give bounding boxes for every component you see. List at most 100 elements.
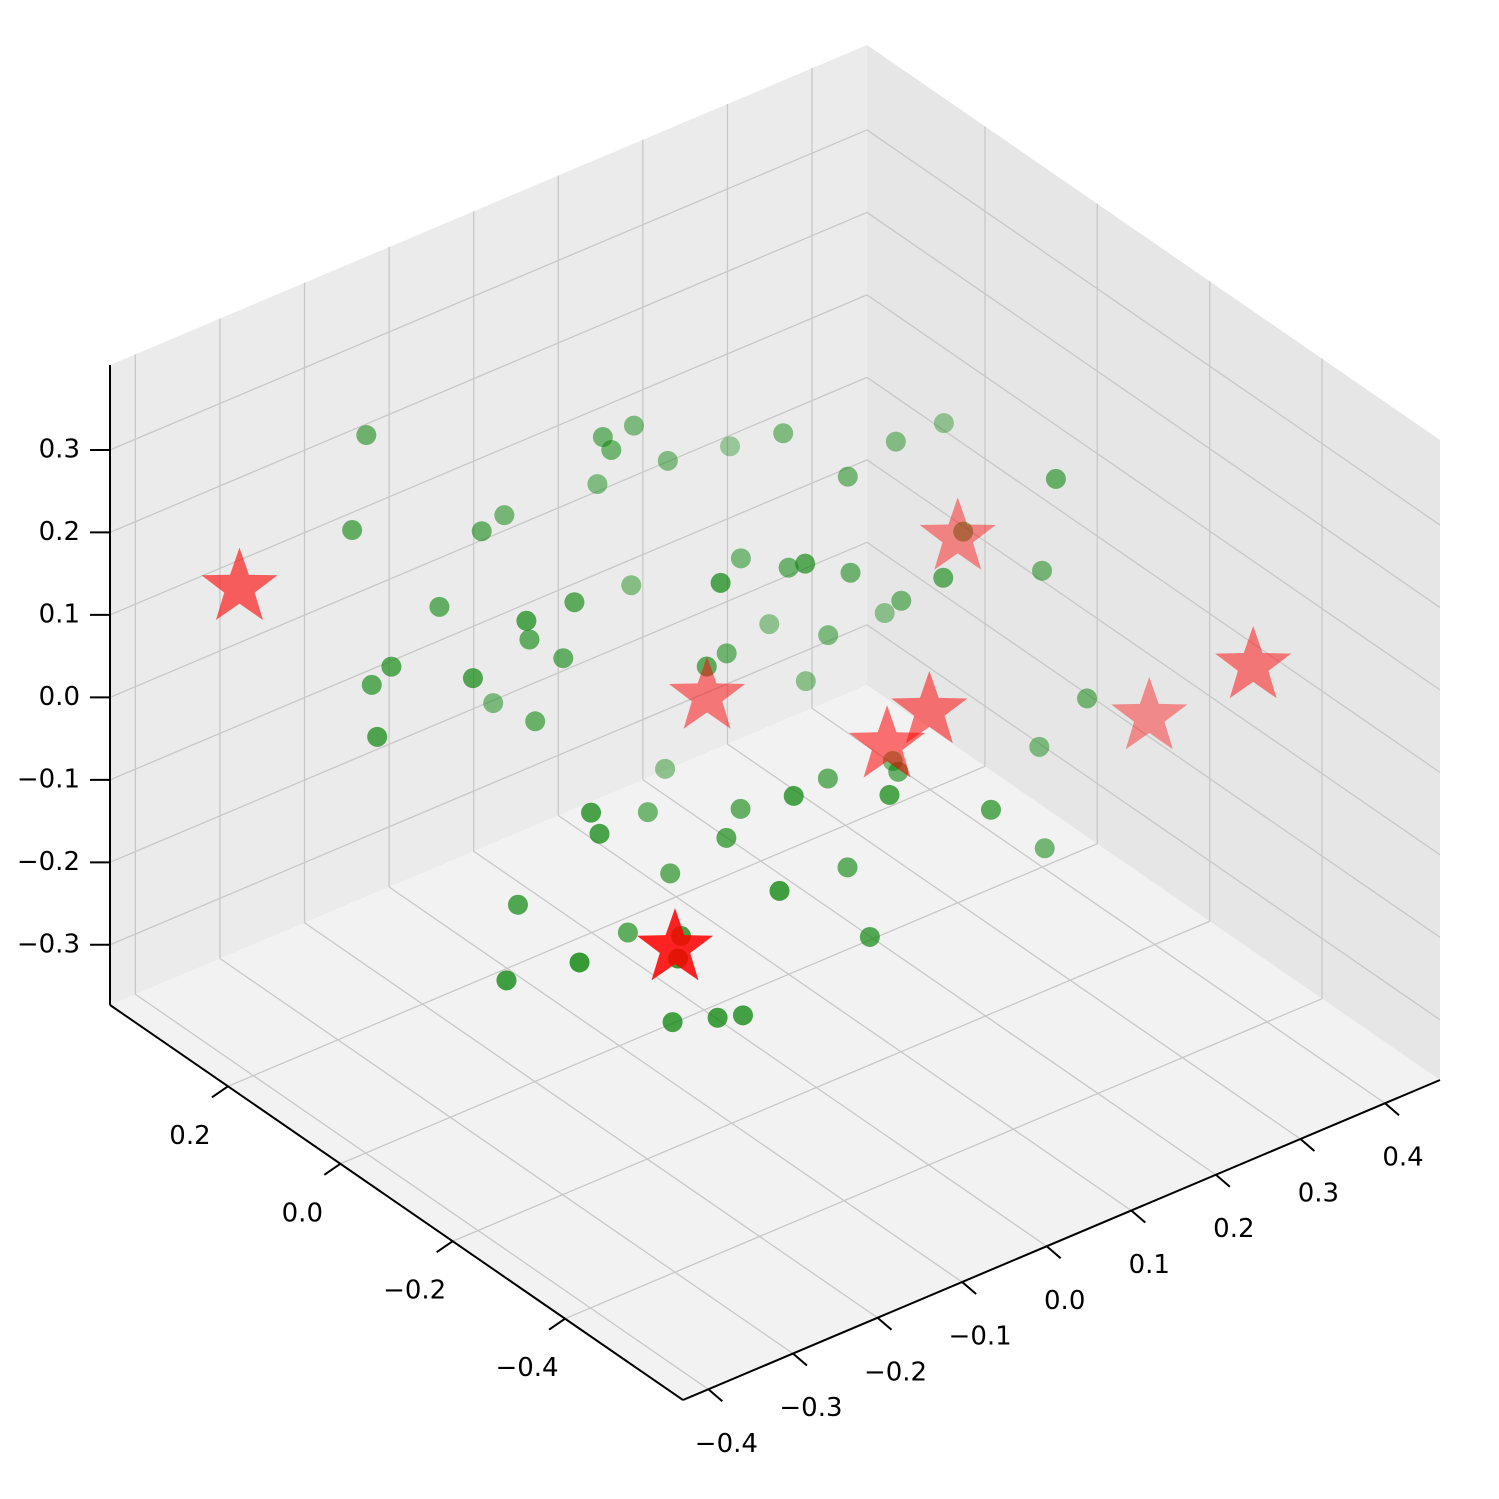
- point: [716, 643, 737, 664]
- z-tick-label: −0.1: [17, 764, 80, 794]
- x-tick-label: 0.2: [1213, 1214, 1254, 1244]
- grid-line: [340, 843, 1098, 1165]
- z-tick-label: 0.0: [39, 682, 80, 712]
- point: [783, 785, 804, 806]
- point: [587, 474, 608, 495]
- y-tick-label: 0.2: [169, 1121, 210, 1151]
- grid-line: [866, 624, 1441, 1021]
- grid-line: [866, 541, 1441, 938]
- grid-line: [473, 850, 1048, 1247]
- point: [516, 610, 537, 631]
- point: [621, 575, 642, 596]
- point: [462, 668, 483, 689]
- z-tick-label: 0.1: [39, 599, 80, 629]
- grid-line: [866, 211, 1441, 608]
- point: [933, 567, 954, 588]
- point: [773, 423, 794, 444]
- point: [817, 768, 838, 789]
- z-tick-label: −0.2: [17, 847, 80, 877]
- point: [732, 1005, 753, 1026]
- floor-pane: [110, 685, 1440, 1400]
- x-tick: [1299, 1138, 1316, 1152]
- y-tick: [436, 1240, 454, 1254]
- y-axis-line: [109, 1004, 684, 1401]
- grid-line: [109, 459, 868, 781]
- grid-line: [557, 814, 1132, 1212]
- grid-line: [642, 779, 1217, 1176]
- point: [381, 656, 402, 677]
- point: [778, 557, 799, 578]
- grid-line: [109, 211, 868, 534]
- point: [564, 592, 585, 613]
- x-tick-label: −0.4: [695, 1429, 758, 1459]
- x-tick-label: −0.3: [779, 1393, 842, 1423]
- point: [707, 1007, 728, 1028]
- x-tick-label: 0.1: [1129, 1250, 1170, 1280]
- grid-line: [727, 743, 1301, 1140]
- point: [367, 726, 388, 747]
- point: [730, 548, 751, 569]
- point: [483, 693, 504, 714]
- point: [1045, 468, 1066, 489]
- x-tick-label: −0.2: [864, 1357, 927, 1387]
- point: [655, 758, 676, 779]
- star-marker: [669, 656, 746, 729]
- grid-line: [227, 765, 986, 1087]
- y-tick: [548, 1317, 566, 1331]
- point: [471, 521, 492, 542]
- star-marker: [201, 547, 278, 621]
- y-tick-label: 0.0: [282, 1198, 323, 1228]
- star-marker: [1215, 625, 1292, 699]
- grid-line: [452, 920, 1210, 1242]
- point: [657, 450, 678, 471]
- star-marker: [636, 908, 714, 981]
- z-tick-label: 0.2: [39, 517, 80, 547]
- point: [953, 521, 974, 542]
- point: [637, 802, 658, 823]
- point: [716, 827, 737, 848]
- point: [759, 614, 780, 635]
- point: [891, 590, 912, 611]
- back-right-pane: [867, 45, 1440, 1080]
- point: [519, 629, 540, 650]
- point: [592, 427, 613, 448]
- point: [623, 415, 644, 436]
- point: [496, 970, 517, 991]
- x-tick: [1130, 1209, 1146, 1224]
- z-tick-label: −0.3: [17, 929, 80, 959]
- point: [617, 922, 638, 943]
- grid-line: [109, 624, 868, 946]
- y-tick: [323, 1162, 341, 1176]
- x-tick: [1046, 1245, 1062, 1260]
- grid-line: [388, 886, 963, 1283]
- point: [859, 926, 880, 947]
- star-marker: [891, 670, 968, 744]
- star-marker: [1111, 676, 1188, 750]
- point: [879, 784, 900, 805]
- point: [361, 674, 382, 695]
- star-marker: [919, 497, 996, 570]
- x-tick-label: 0.4: [1382, 1143, 1423, 1173]
- point: [795, 553, 816, 574]
- x-tick: [1384, 1102, 1400, 1116]
- point: [429, 596, 450, 617]
- point: [581, 802, 602, 823]
- grid-line: [866, 294, 1441, 691]
- point: [710, 572, 731, 593]
- point: [837, 857, 858, 878]
- point: [553, 648, 574, 669]
- grid-line: [866, 376, 1441, 773]
- point: [769, 880, 790, 901]
- y-tick-label: −0.4: [495, 1353, 558, 1383]
- point: [837, 466, 858, 487]
- y-tick-label: −0.2: [383, 1276, 446, 1306]
- point: [696, 656, 717, 677]
- point: [356, 425, 377, 446]
- x-tick: [961, 1281, 977, 1295]
- point: [885, 431, 906, 452]
- z-tick-label: 0.3: [39, 434, 80, 464]
- point: [720, 436, 741, 457]
- point: [933, 413, 954, 434]
